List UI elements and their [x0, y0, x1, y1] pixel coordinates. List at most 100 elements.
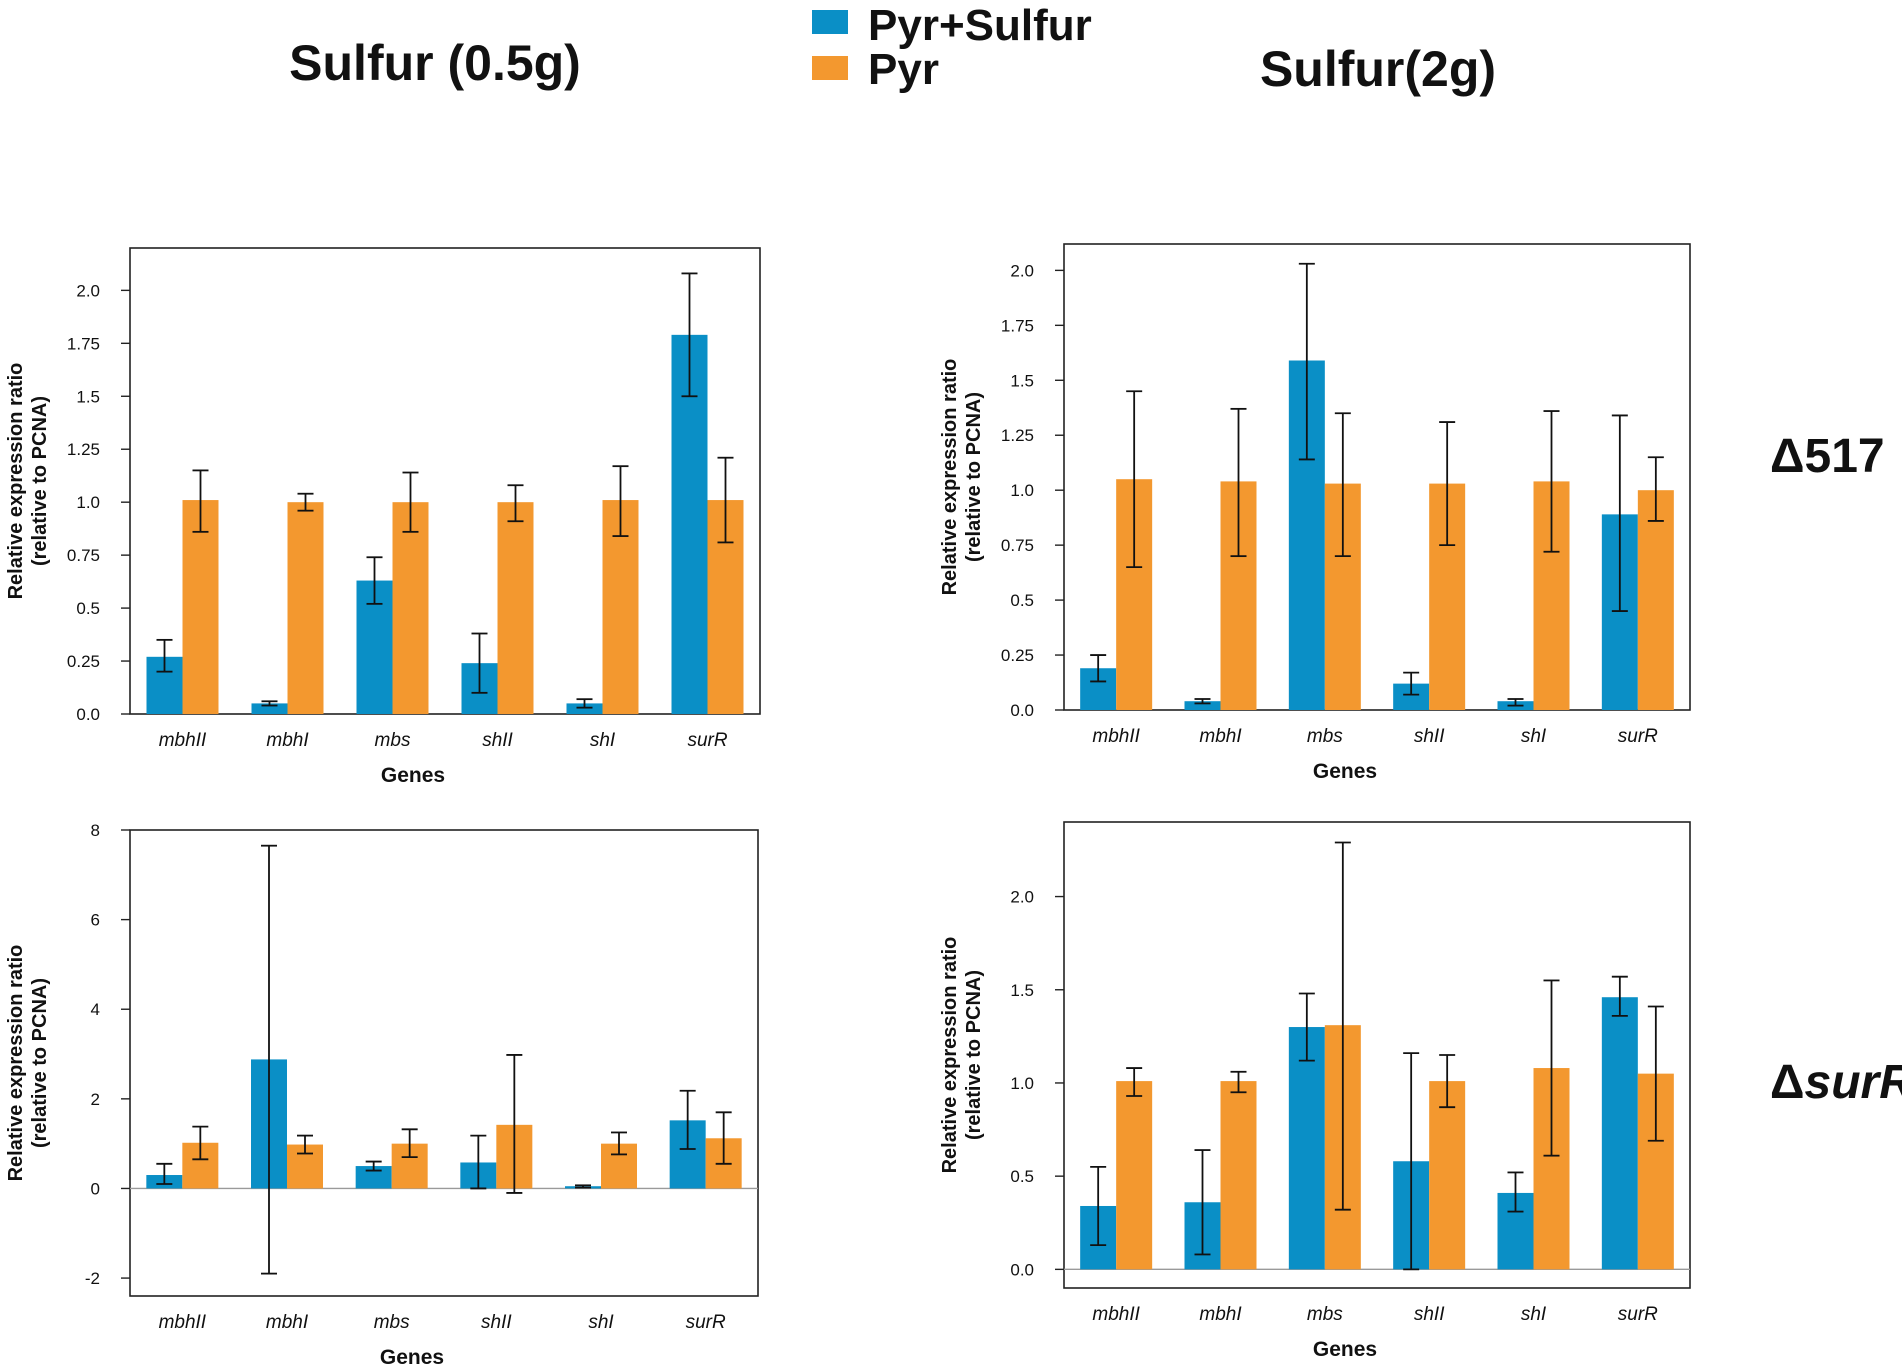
y-tick-label: 1.75	[67, 334, 100, 353]
bar-pyr-mbhI	[1220, 1081, 1257, 1270]
column-header-left: Sulfur (0.5g)	[289, 35, 581, 91]
y-tick-label: 0.25	[67, 652, 100, 671]
x-tick-label-mbhI: mbhI	[1199, 1304, 1242, 1325]
bar-pyr-mbhII	[1116, 1081, 1153, 1270]
chart-panel-delta517-0-5g: 0.0 0.25 0.5 0.75 1.0 1.25 1.5 1.75 2.0 mbhII mbhI…	[5, 247, 761, 787]
x-tick-label-shI: shI	[1521, 1304, 1547, 1325]
y-axis-label-line1: Relative expression ratio	[939, 359, 961, 596]
legend-swatch-pyr-sulfur	[812, 10, 848, 34]
y-tick-label: 6	[91, 911, 100, 930]
x-axis-label: Genes	[381, 764, 445, 787]
x-tick-label-surR: surR	[686, 1312, 726, 1333]
x-tick-label-mbs: mbs	[375, 730, 411, 751]
row-label-delta-prefix: Δ	[1770, 1056, 1805, 1109]
y-tick-label: -2	[85, 1269, 100, 1288]
bar-pyr-mbhI	[287, 502, 324, 714]
y-tick-label: 2.0	[1010, 261, 1034, 280]
x-tick-label-mbhI: mbhI	[266, 730, 309, 751]
x-tick-label-surR: surR	[1618, 1304, 1658, 1325]
legend-label-pyr-sulfur: Pyr+Sulfur	[868, 1, 1092, 50]
y-tick-label: 2.0	[1010, 888, 1034, 907]
x-axis-label: Genes	[380, 1346, 444, 1369]
chart-panel-deltasurR-2g: 0.0 0.5 1.0 1.5 2.0 mbhII mbhI mbs shII shI surR Ge…	[939, 821, 1691, 1361]
bar-pyr-shII	[1429, 1081, 1466, 1270]
bar-pyr-sulfur-mbs	[355, 1166, 392, 1189]
plot-frame	[1063, 821, 1691, 1289]
y-tick-label: 4	[91, 1000, 100, 1019]
y-tick-label: 1.0	[1010, 481, 1034, 500]
y-tick-label: 0.75	[67, 546, 100, 565]
bar-pyr-sulfur-mbs	[1288, 1027, 1325, 1270]
bar-pyr-shII	[497, 502, 534, 714]
x-tick-label-shII: shII	[481, 1312, 512, 1333]
y-tick-label: 0	[91, 1179, 100, 1198]
plot-frame	[129, 829, 759, 1297]
chart-panel-deltasurR-0-5g: -2 0 2 4 6 8 mbhII mbhI mbs shII shI surR Genes Relat…	[5, 821, 759, 1369]
y-axis-label-line2: (relative to PCNA)	[29, 978, 51, 1148]
bar-pyr-sulfur-shI	[566, 703, 603, 714]
y-tick-label: 2	[91, 1090, 100, 1109]
y-tick-label: 0.5	[1010, 591, 1034, 610]
x-tick-label-mbhII: mbhII	[1092, 726, 1140, 747]
y-tick-label: 8	[91, 821, 100, 840]
y-axis-label-line1: Relative expression ratio	[939, 937, 961, 1174]
x-tick-label-mbhII: mbhII	[159, 1312, 207, 1333]
y-tick-label: 1.25	[67, 440, 100, 459]
bar-pyr-sulfur-mbhI	[251, 703, 288, 714]
legend-label-pyr: Pyr	[868, 45, 939, 94]
y-tick-label: 0.25	[1001, 646, 1034, 665]
x-tick-label-mbhI: mbhI	[1199, 726, 1242, 747]
y-tick-label: 0.5	[1010, 1167, 1034, 1186]
legend: Pyr+Sulfur Pyr	[812, 1, 1092, 94]
y-axis-label-line1: Relative expression ratio	[5, 363, 27, 600]
y-tick-label: 0.75	[1001, 536, 1034, 555]
x-tick-label-shI: shI	[1521, 726, 1547, 747]
row-label-delta517: Δ517	[1770, 430, 1885, 483]
bar-pyr-sulfur-mbhI	[1184, 701, 1221, 710]
row-label-surR: surR	[1805, 1056, 1902, 1109]
x-tick-label-mbhI: mbhI	[266, 1312, 309, 1333]
y-tick-label: 2.0	[76, 281, 100, 300]
y-axis-label-line2: (relative to PCNA)	[29, 396, 51, 566]
x-tick-label-mbs: mbs	[1307, 1304, 1343, 1325]
row-label-deltasurR: ΔsurR	[1770, 1056, 1902, 1109]
chart-panel-delta517-2g: 0.0 0.25 0.5 0.75 1.0 1.25 1.5 1.75 2.0 mbhII mbhI…	[939, 243, 1691, 783]
x-tick-label-shII: shII	[482, 730, 513, 751]
x-tick-label-mbhII: mbhII	[1092, 1304, 1140, 1325]
bar-pyr-sulfur-surR	[671, 334, 708, 714]
plot-frame	[1063, 243, 1691, 711]
y-tick-label: 1.5	[76, 387, 100, 406]
y-tick-label: 0.0	[1010, 1260, 1034, 1279]
y-tick-label: 1.0	[76, 493, 100, 512]
column-header-right: Sulfur(2g)	[1260, 41, 1496, 97]
y-tick-label: 1.5	[1010, 371, 1034, 390]
x-tick-label-shII: shII	[1414, 1304, 1445, 1325]
x-tick-label-mbhII: mbhII	[159, 730, 207, 751]
x-tick-label-shI: shI	[588, 1312, 614, 1333]
plot-frame	[129, 247, 761, 715]
bar-pyr-sulfur-surR	[1601, 997, 1638, 1270]
y-tick-label: 0.0	[76, 705, 100, 724]
x-tick-label-mbs: mbs	[374, 1312, 410, 1333]
y-tick-label: 0.5	[76, 599, 100, 618]
x-axis-label: Genes	[1313, 760, 1377, 783]
y-axis-label-line2: (relative to PCNA)	[963, 970, 985, 1140]
x-tick-label-surR: surR	[1618, 726, 1658, 747]
y-tick-label: 1.25	[1001, 426, 1034, 445]
y-tick-label: 1.75	[1001, 316, 1034, 335]
x-tick-label-shII: shII	[1414, 726, 1445, 747]
bar-pyr-mbhII	[182, 500, 219, 714]
x-tick-label-mbs: mbs	[1307, 726, 1343, 747]
y-tick-label: 0.0	[1010, 701, 1034, 720]
y-axis-label-line1: Relative expression ratio	[5, 945, 27, 1182]
legend-swatch-pyr	[812, 56, 848, 80]
bar-pyr-mbs	[392, 502, 429, 714]
y-tick-label: 1.0	[1010, 1074, 1034, 1093]
bar-pyr-surR	[1637, 490, 1674, 710]
x-axis-label: Genes	[1313, 1338, 1377, 1361]
x-tick-label-shI: shI	[590, 730, 616, 751]
x-tick-label-surR: surR	[687, 730, 727, 751]
y-tick-label: 1.5	[1010, 981, 1034, 1000]
y-axis-label-line2: (relative to PCNA)	[963, 392, 985, 562]
